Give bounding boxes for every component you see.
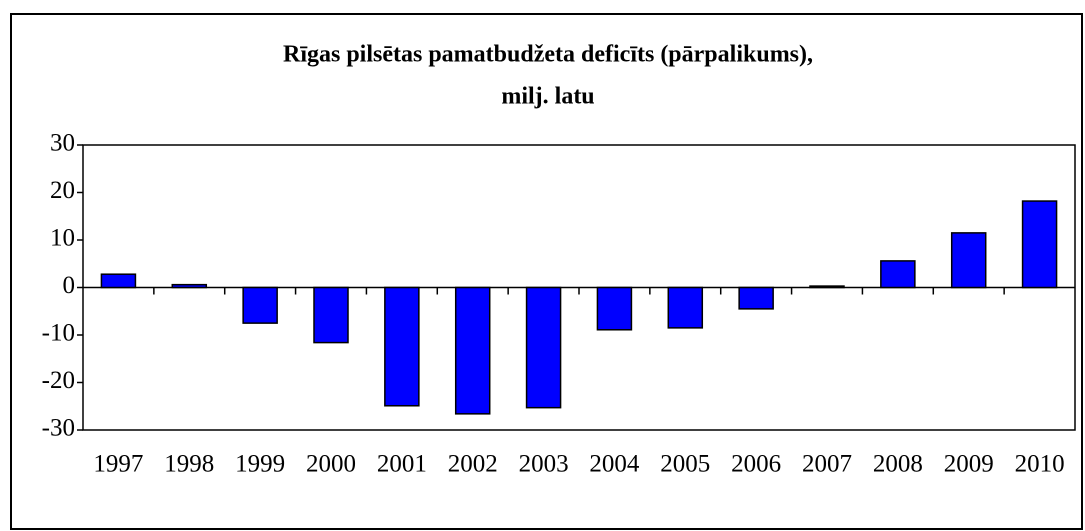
x-tick-label: 2005 xyxy=(660,451,710,478)
chart-title: milj. latu xyxy=(501,84,594,110)
x-tick-label: 2009 xyxy=(944,451,994,478)
bar xyxy=(313,286,349,344)
bar xyxy=(525,286,562,409)
bar xyxy=(384,286,420,407)
y-tick-label: 10 xyxy=(50,225,75,252)
bar xyxy=(667,286,704,329)
x-tick-label: 2008 xyxy=(873,451,923,478)
x-tick-label: 2003 xyxy=(519,451,569,478)
y-tick-label: 20 xyxy=(50,177,75,204)
x-tick-label: 2002 xyxy=(448,451,498,478)
bar xyxy=(950,232,987,289)
bar xyxy=(171,283,208,289)
x-tick-label: 2004 xyxy=(589,451,640,478)
x-tick-label: 2007 xyxy=(802,451,852,478)
chart-title: Rīgas pilsētas pamatbudžeta deficīts (pā… xyxy=(283,42,813,68)
y-tick-label: -10 xyxy=(42,320,75,347)
x-tick-label: 2010 xyxy=(1015,451,1065,478)
x-tick-label: 2006 xyxy=(731,451,781,478)
x-tick-label: 2000 xyxy=(306,451,356,478)
bar xyxy=(100,273,137,289)
x-tick-label: 2001 xyxy=(377,451,427,478)
x-tick-label: 1999 xyxy=(235,451,285,478)
bar xyxy=(242,286,278,324)
x-tick-label: 1998 xyxy=(164,451,214,478)
bar xyxy=(880,260,916,289)
y-tick-label: 0 xyxy=(63,272,76,299)
y-tick-label: -20 xyxy=(42,367,75,394)
bar xyxy=(596,286,633,331)
bar xyxy=(454,286,491,415)
x-tick-label: 1997 xyxy=(93,451,143,478)
bar xyxy=(809,285,845,289)
bar xyxy=(1021,200,1058,289)
y-tick-label: -30 xyxy=(42,415,75,442)
bar xyxy=(738,286,774,310)
y-tick-label: 30 xyxy=(50,130,75,157)
